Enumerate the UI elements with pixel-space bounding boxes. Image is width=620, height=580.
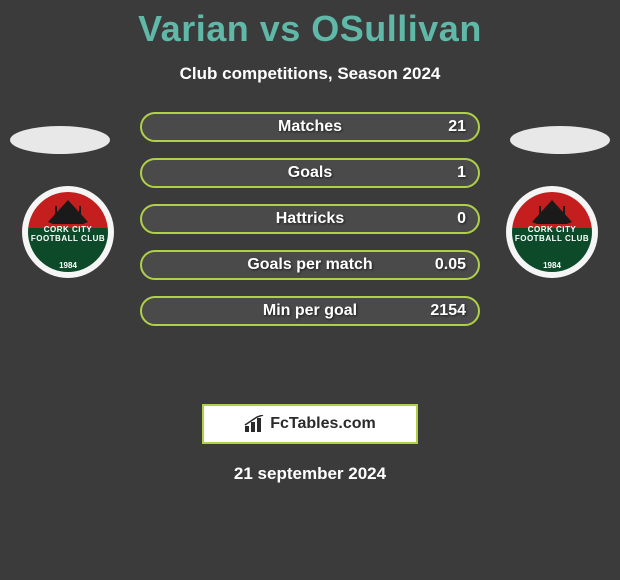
club-year-right: 1984 [543, 261, 561, 270]
stat-label: Goals [288, 164, 332, 182]
stat-value-right: 0.05 [435, 256, 466, 274]
stat-value-right: 2154 [430, 302, 466, 320]
brand-box[interactable]: FcTables.com [202, 404, 418, 444]
stat-value-right: 1 [457, 164, 466, 182]
stat-row-goals: Goals 1 [140, 158, 480, 188]
stat-value-right: 21 [448, 118, 466, 136]
stat-row-matches: Matches 21 [140, 112, 480, 142]
stat-row-hattricks: Hattricks 0 [140, 204, 480, 234]
club-logo-right: CORK CITY FOOTBALL CLUB 1984 [506, 186, 598, 278]
stat-rows: Matches 21 Goals 1 Hattricks 0 Goals per… [140, 112, 480, 342]
stat-row-goals-per-match: Goals per match 0.05 [140, 250, 480, 280]
stat-label: Hattricks [276, 210, 344, 228]
club-name-bottom: FOOTBALL CLUB [31, 234, 105, 243]
club-logo-left: CORK CITY FOOTBALL CLUB 1984 [22, 186, 114, 278]
club-name-right: CORK CITY FOOTBALL CLUB [514, 226, 590, 244]
brand-text: FcTables.com [270, 415, 376, 433]
club-year-left: 1984 [59, 261, 77, 270]
club-name-bottom: FOOTBALL CLUB [515, 234, 589, 243]
stat-label: Goals per match [247, 256, 372, 274]
player-left-ellipse [10, 126, 110, 154]
stat-label: Min per goal [263, 302, 357, 320]
player-right-ellipse [510, 126, 610, 154]
stats-area: CORK CITY FOOTBALL CLUB 1984 [0, 126, 620, 386]
date-line: 21 september 2024 [0, 464, 620, 484]
stat-value-right: 0 [457, 210, 466, 228]
page-title: Varian vs OSullivan [0, 8, 620, 50]
main-content: Varian vs OSullivan Club competitions, S… [0, 0, 620, 484]
chart-icon [244, 415, 266, 433]
club-name-top: CORK CITY [44, 225, 93, 234]
club-name-left: CORK CITY FOOTBALL CLUB [30, 226, 106, 244]
club-name-top: CORK CITY [528, 225, 577, 234]
stat-label: Matches [278, 118, 342, 136]
subtitle: Club competitions, Season 2024 [0, 64, 620, 84]
stat-row-min-per-goal: Min per goal 2154 [140, 296, 480, 326]
